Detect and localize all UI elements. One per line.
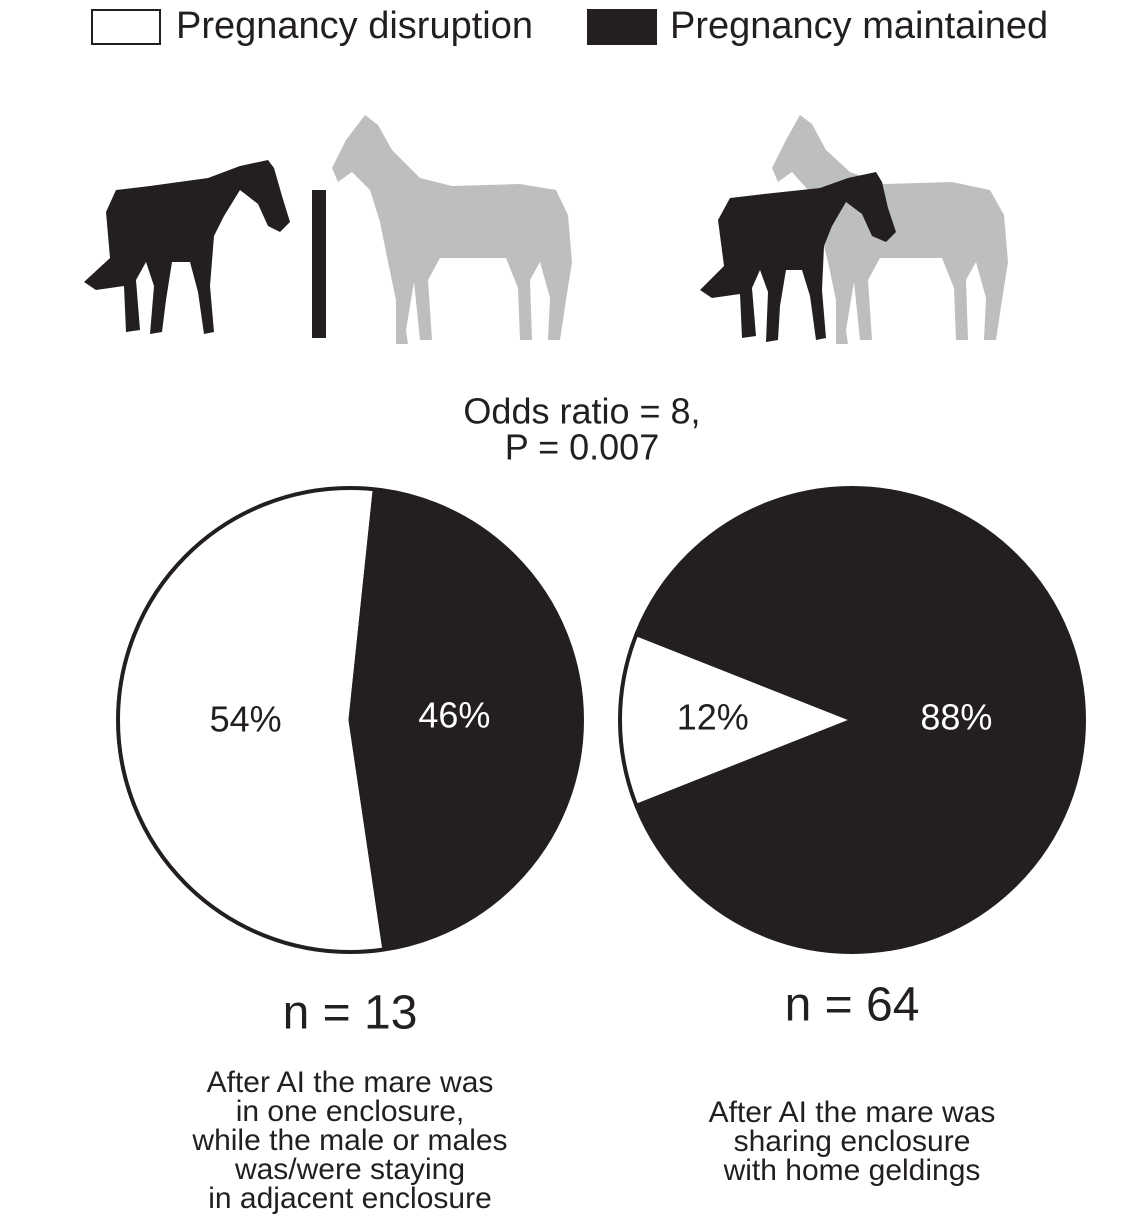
fence bbox=[312, 190, 326, 338]
pie-outline bbox=[116, 486, 584, 954]
caption: sharing enclosure bbox=[734, 1125, 971, 1158]
value-label: 54% bbox=[210, 699, 282, 740]
legend-swatch bbox=[91, 9, 161, 45]
annotation: P = 0.007 bbox=[505, 427, 659, 468]
caption: After AI the mare was bbox=[709, 1096, 996, 1129]
n-label: n = 13 bbox=[283, 987, 418, 1040]
pie-outline bbox=[618, 486, 1086, 954]
caption: in one enclosure, bbox=[236, 1095, 465, 1128]
value-label: 46% bbox=[418, 694, 490, 735]
caption: After AI the mare was bbox=[207, 1066, 494, 1099]
horse-dark bbox=[84, 160, 290, 334]
caption: with home geldings bbox=[723, 1154, 981, 1187]
horse-light bbox=[332, 115, 572, 344]
value-label: 88% bbox=[920, 697, 992, 738]
caption: in adjacent enclosure bbox=[208, 1182, 492, 1215]
illustration bbox=[84, 115, 1008, 344]
annotation: Odds ratio = 8, bbox=[463, 391, 700, 432]
legend-label: Pregnancy disruption bbox=[176, 5, 533, 47]
legend-swatch bbox=[587, 9, 657, 45]
horse-dark bbox=[700, 172, 896, 342]
legend-label: Pregnancy maintained bbox=[670, 5, 1048, 47]
caption: was/were staying bbox=[234, 1153, 465, 1186]
value-label: 12% bbox=[677, 697, 749, 738]
caption: while the male or males bbox=[191, 1124, 507, 1157]
n-label: n = 64 bbox=[785, 979, 920, 1032]
